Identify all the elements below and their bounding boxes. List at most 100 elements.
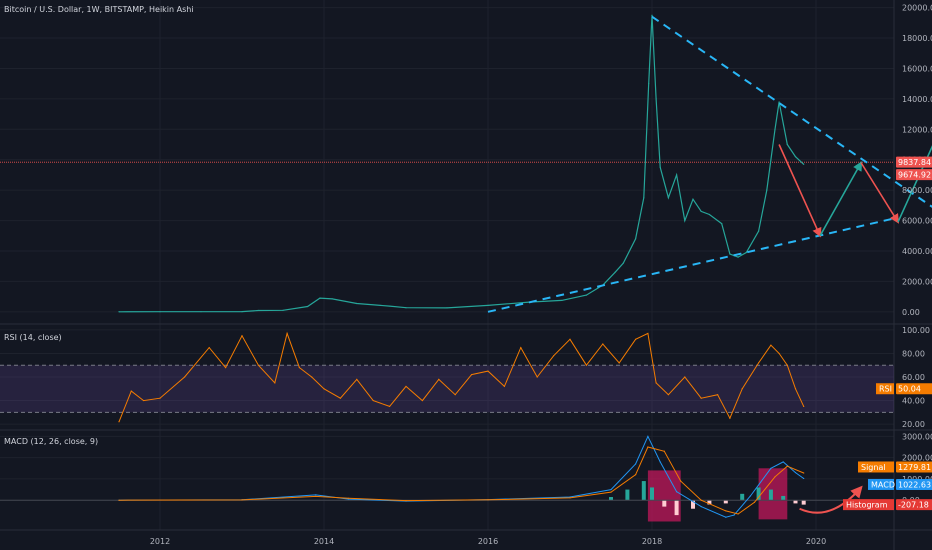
price-data-point (786, 143, 788, 146)
price-data-point (684, 219, 686, 222)
price-data-point (667, 197, 670, 199)
histogram-bar (756, 487, 761, 501)
macd-data-point (786, 465, 788, 467)
price-tag (896, 169, 932, 181)
price-tick-label: 0.00 (902, 308, 920, 317)
histogram-bar (707, 500, 712, 505)
price-data-point (446, 307, 448, 309)
rsi-data-point (405, 385, 407, 388)
histogram-bar (691, 500, 695, 509)
rsi-data-point (118, 421, 120, 423)
time-tick-label: 2018 (642, 537, 662, 546)
rsi-data-point (184, 376, 186, 378)
price-data-point (803, 163, 805, 165)
macd-data-point (749, 495, 752, 497)
rsi-data-point (471, 374, 473, 376)
histogram-bar (740, 493, 745, 501)
rsi-data-point (503, 385, 505, 388)
rsi-data-point (684, 376, 686, 378)
macd-data-point (315, 494, 317, 496)
macd-value-tag-text: -207.18 (898, 501, 929, 510)
drawing-layer[interactable] (487, 15, 932, 514)
time-tick-label: 2012 (150, 537, 170, 546)
price-data-point (700, 210, 702, 213)
histogram-bar (793, 500, 798, 504)
price-data-point (729, 253, 731, 255)
macd-data-point (647, 435, 649, 437)
rsi-name-tag (876, 383, 894, 395)
macd-data-point (647, 446, 649, 448)
projection-arrow[interactable] (860, 162, 900, 224)
price-data-point (159, 311, 161, 313)
rsi-data-point (794, 388, 797, 390)
rsi-tick-label: 20.00 (902, 420, 925, 429)
main-title: Bitcoin / U.S. Dollar, 1W, BITSTAMP, Hei… (4, 5, 194, 14)
rsi-data-point (274, 382, 276, 384)
price-data-point (622, 262, 624, 264)
price-data-point (585, 294, 588, 296)
rsi-data-point (130, 390, 132, 392)
rsi-data-point (143, 399, 145, 402)
price-data-point (487, 304, 489, 307)
macd-data-point (569, 497, 571, 499)
price-data-point (774, 128, 776, 130)
macd-data-point (782, 461, 784, 463)
macd-data-point (680, 480, 682, 482)
rsi-data-point (520, 346, 522, 349)
histogram-bar (768, 489, 773, 501)
price-data-point (118, 311, 120, 313)
rsi-name-tag-text: RSI (879, 385, 892, 394)
price-tick-label: 16000.00 (902, 64, 932, 73)
macd-data-point (700, 505, 702, 508)
rsi-data-point (778, 352, 780, 355)
time-axis[interactable]: 201220142016201820202022202420262028Mar (150, 537, 932, 546)
price-tick-label: 8000.00 (902, 186, 932, 195)
rsi-axis[interactable]: 20.00 40.00 60.00 80.00 100.00 (902, 326, 930, 429)
trendline[interactable] (651, 15, 932, 212)
curved-arrow[interactable] (799, 485, 863, 514)
rsi-data-point (159, 397, 161, 399)
price-tag (896, 156, 932, 168)
price-tick-label: 20000.00 (902, 4, 932, 13)
macd-data-point (315, 495, 317, 497)
price-tick-label: 2000.00 (902, 277, 932, 286)
rsi-data-point (311, 376, 313, 378)
macd-value-tag-text: 1279.81 (898, 463, 931, 472)
highlight-box[interactable] (758, 468, 788, 520)
projection-arrow[interactable] (819, 161, 863, 237)
macd-name-tag (843, 499, 894, 511)
price-data-point (692, 198, 694, 200)
projection-arrow[interactable] (778, 144, 822, 238)
rsi-data-point (729, 417, 731, 419)
rsi-data-point (536, 376, 538, 378)
macd-data-point (700, 499, 702, 501)
rsi-data-point (635, 338, 637, 340)
macd-data-point (753, 501, 756, 503)
rsi-title: RSI (14, close) (4, 333, 62, 342)
histogram-bar (781, 495, 786, 501)
rsi-value-tag-text: 50.04 (898, 385, 921, 394)
macd-value-tag (896, 461, 932, 473)
rsi-data-point (421, 399, 423, 402)
macd-name-tag-text: Signal (861, 463, 886, 472)
projection-arrow[interactable] (897, 41, 932, 223)
macd-name-tag (868, 478, 894, 490)
macd-data-point (733, 514, 735, 516)
rsi-tick-label: 100.00 (902, 326, 930, 335)
rsi-data-point (770, 344, 772, 346)
macd-data-point (803, 477, 805, 480)
time-tick-label: 2014 (314, 537, 334, 546)
macd-series-macd (118, 435, 804, 518)
price-tick-label: 14000.00 (902, 95, 932, 104)
price-tag-text: 9837.84 (898, 158, 931, 167)
price-tick-label: 18000.00 (902, 34, 932, 43)
rsi-data-point (454, 394, 456, 396)
price-data-point (307, 305, 309, 308)
macd-data-point (676, 491, 678, 493)
price-data-point (200, 311, 202, 313)
price-data-point (794, 156, 797, 158)
price-data-point (651, 14, 653, 16)
price-data-point (282, 309, 284, 311)
trendline[interactable] (487, 216, 899, 313)
